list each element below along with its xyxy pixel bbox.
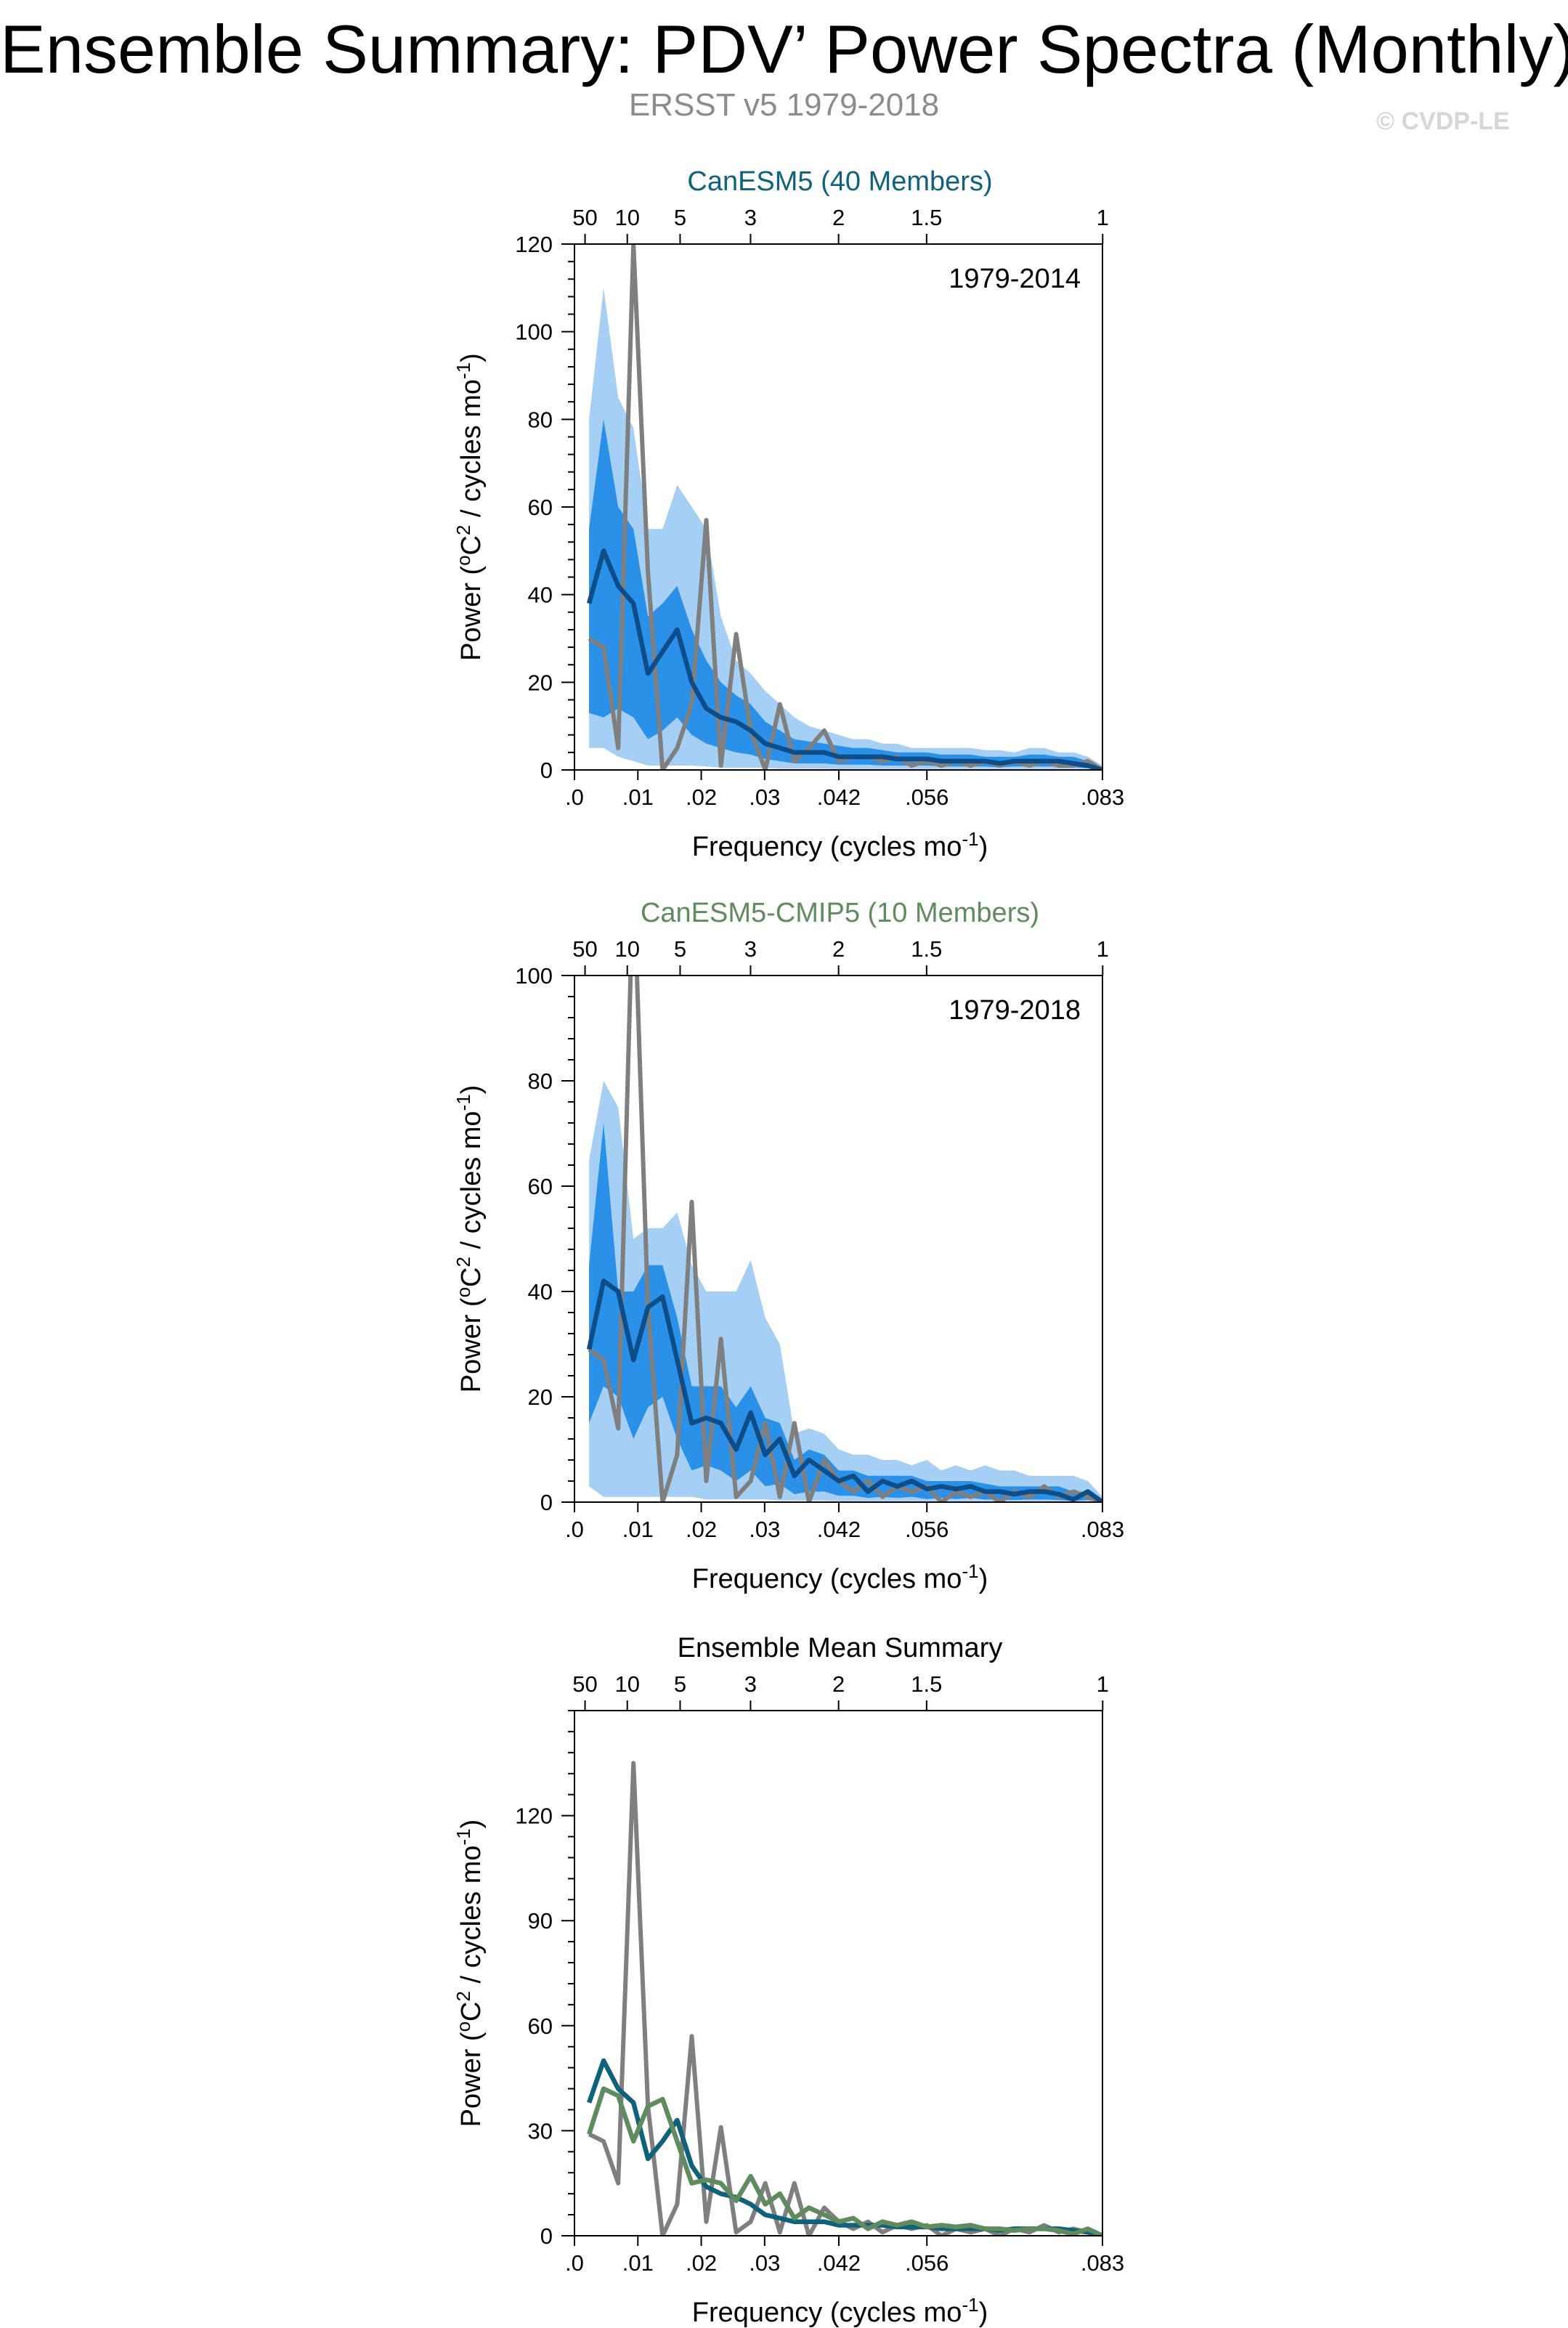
series-line-1	[586, 1278, 1102, 1502]
y-axis-label: Power (oC2 / cycles mo-1)	[452, 1085, 487, 1393]
x-tick-label: .0	[565, 1517, 584, 1542]
top-period-tick-label: 2	[832, 1671, 845, 1697]
x-tick-label: .03	[749, 2250, 780, 2276]
y-tick-label: 60	[528, 2013, 553, 2039]
y-tick-label: 30	[528, 2118, 553, 2144]
y-tick-label: 100	[515, 963, 553, 989]
x-tick-label: .01	[622, 784, 654, 810]
top-period-tick-label: 2	[832, 936, 845, 962]
series-line-2	[587, 2086, 1102, 2236]
top-period-tick-label: 50	[572, 936, 597, 962]
y-tick-label: 40	[528, 583, 553, 608]
x-axis-label: Frequency (cycles mo-1)	[692, 1560, 988, 1594]
x-tick-label: .01	[622, 1517, 654, 1542]
top-period-tick-label: 1.5	[911, 936, 942, 962]
x-tick-label: .042	[817, 2250, 861, 2276]
x-tick-label: .056	[905, 1517, 948, 1542]
spread-band-inner	[589, 1123, 1102, 1502]
top-period-tick-label: 3	[744, 1671, 757, 1697]
top-period-tick-label: 1	[1097, 1671, 1109, 1697]
top-period-tick-label: 1.5	[911, 205, 942, 230]
top-period-tick-label: 3	[744, 205, 757, 230]
y-tick-label: 80	[528, 407, 553, 432]
x-tick-label: .02	[686, 784, 717, 810]
x-tick-label: .083	[1081, 1517, 1124, 1542]
x-tick-label: .03	[749, 1517, 780, 1542]
spread-band-outer	[589, 288, 1102, 770]
top-period-tick-label: 1.5	[911, 1671, 942, 1697]
x-tick-label: .03	[749, 784, 780, 810]
x-tick-label: .083	[1081, 784, 1124, 810]
panel-canesm5: 0 20 40 60 80 100 120 .0 .01 .02 .03 .042 .056 .083 50…	[452, 166, 1124, 862]
series-line-1	[587, 2058, 1102, 2236]
x-axis-label: Frequency (cycles mo-1)	[692, 2294, 988, 2328]
period-label: 1979-2018	[948, 995, 1081, 1026]
x-tick-label: .0	[565, 2250, 584, 2276]
x-tick-label: .056	[905, 2250, 948, 2276]
y-tick-label: 20	[528, 1384, 553, 1410]
page-title: Ensemble Summary: PDV’ Power Spectra (Mo…	[0, 11, 1568, 87]
x-tick-label: .02	[686, 1517, 717, 1542]
top-period-tick-label: 10	[614, 936, 639, 962]
y-axis-label: Power (oC2 / cycles mo-1)	[452, 353, 487, 661]
copyright-label: © CVDP-LE	[1376, 108, 1510, 135]
x-tick-label: .083	[1081, 2250, 1124, 2276]
y-tick-label: 80	[528, 1068, 553, 1094]
top-period-tick-label: 5	[674, 936, 686, 962]
plot-area	[586, 244, 1102, 770]
x-axis-label: Frequency (cycles mo-1)	[692, 828, 988, 862]
period-label: 1979-2014	[948, 264, 1081, 294]
top-period-tick-label: 10	[614, 1671, 639, 1697]
top-period-tick-label: 10	[614, 205, 639, 230]
y-tick-label: 0	[540, 758, 553, 783]
series-line-observed	[588, 1761, 1102, 2236]
top-period-tick-label: 50	[572, 205, 597, 230]
series-line-1	[586, 548, 1102, 770]
panel-ensemble-mean: 0 30 60 90 120 .0 .01 .02 .03 .042 .056 .083 50 10 5 3 2…	[452, 1633, 1124, 2328]
plot-area	[586, 976, 1102, 1502]
top-period-tick-label: 3	[744, 936, 757, 962]
y-tick-label: 120	[515, 1804, 553, 1829]
y-tick-label: 40	[528, 1279, 553, 1305]
x-tick-label: .02	[686, 2250, 717, 2276]
x-tick-label: .056	[905, 784, 948, 810]
y-tick-label: 100	[515, 320, 553, 345]
panel-title: Ensemble Mean Summary	[678, 1633, 1003, 1663]
plot-area	[587, 1761, 1102, 2236]
y-tick-label: 60	[528, 495, 553, 520]
panel-title: CanESM5 (40 Members)	[687, 166, 992, 197]
y-tick-label: 20	[528, 670, 553, 695]
top-period-tick-label: 2	[832, 205, 845, 230]
y-tick-label: 0	[540, 2223, 553, 2249]
x-tick-label: .042	[817, 1517, 861, 1542]
top-period-tick-label: 5	[674, 1671, 686, 1697]
top-period-tick-label: 50	[572, 1671, 597, 1697]
top-period-tick-label: 5	[674, 205, 686, 230]
y-tick-label: 120	[515, 232, 553, 257]
top-period-tick-label: 1	[1097, 205, 1109, 230]
y-tick-label: 90	[528, 1908, 553, 1934]
top-period-tick-label: 1	[1097, 936, 1109, 962]
y-tick-label: 60	[528, 1174, 553, 1199]
y-axis-label: Power (oC2 / cycles mo-1)	[452, 1820, 487, 2128]
panel-canesm5-cmip5: 0 20 40 60 80 100 .0 .01 .02 .03 .042 .056 .083 50 10 5…	[452, 898, 1124, 1594]
page-subtitle: ERSST v5 1979-2018	[628, 87, 940, 123]
y-tick-label: 0	[540, 1490, 553, 1515]
x-tick-label: .042	[817, 784, 861, 810]
x-tick-label: .0	[565, 784, 584, 810]
x-tick-label: .01	[622, 2250, 654, 2276]
panel-title: CanESM5-CMIP5 (10 Members)	[641, 898, 1039, 928]
